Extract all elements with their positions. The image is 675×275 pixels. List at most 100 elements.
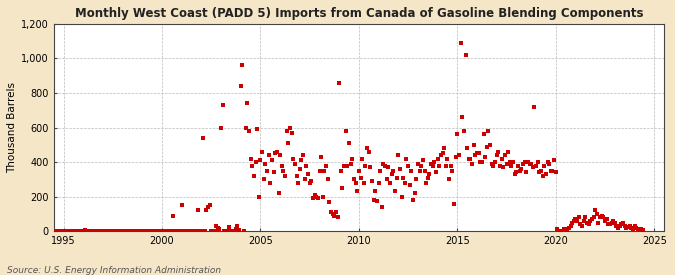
Point [89,229,100,233]
Point [152,229,163,233]
Point [383,165,394,169]
Point [245,156,256,161]
Point [393,153,404,157]
Point [290,162,300,166]
Point [468,143,479,147]
Y-axis label: Thousand Barrels: Thousand Barrels [7,82,17,173]
Point [91,229,102,233]
Point [564,226,574,230]
Point [314,169,325,173]
Point [30,229,41,233]
Point [503,150,514,154]
Point [414,169,425,173]
Point [491,153,502,157]
Point [283,141,294,145]
Point [367,179,377,183]
Point [213,226,223,230]
Point [446,163,456,168]
Point [248,174,259,178]
Point [263,153,274,157]
Point [628,227,639,232]
Point [527,165,538,169]
Point [214,227,225,232]
Point [493,150,504,154]
Point [60,229,71,233]
Point [267,158,277,163]
Point [196,229,207,233]
Point [57,229,68,233]
Point [565,224,576,228]
Point [583,222,594,227]
Point [404,182,415,187]
Point [334,80,345,85]
Point [49,229,59,233]
Point [411,177,422,182]
Point [464,156,475,161]
Point [181,229,192,233]
Point [103,229,113,233]
Point [28,229,39,233]
Point [80,228,90,232]
Point [268,170,279,175]
Point [24,229,34,233]
Point [34,229,45,233]
Point [472,151,483,156]
Point [475,160,486,164]
Point [247,163,258,168]
Point [92,229,103,233]
Point [346,162,356,166]
Point [429,160,439,164]
Point [88,229,99,233]
Point [171,229,182,233]
Point [122,229,133,233]
Point [483,129,494,133]
Point [347,156,358,161]
Point [373,181,384,185]
Text: Source: U.S. Energy Information Administration: Source: U.S. Energy Information Administ… [7,266,221,275]
Point [524,162,535,166]
Point [371,199,382,203]
Point [478,132,489,137]
Point [568,219,579,223]
Point [96,229,107,233]
Point [434,163,445,168]
Point [400,181,410,185]
Point [140,229,151,233]
Point [32,229,43,233]
Point [211,224,221,228]
Point [340,129,351,133]
Point [299,177,310,182]
Point [205,203,215,207]
Point [417,158,428,163]
Point [207,229,218,233]
Point [255,158,266,163]
Point [230,227,241,232]
Point [216,125,227,130]
Point [194,229,205,233]
Point [535,169,546,173]
Point [473,151,484,156]
Point [403,163,414,168]
Point [369,198,379,202]
Point [441,163,452,168]
Point [192,208,203,213]
Point [477,160,487,164]
Point [605,222,616,227]
Point [260,162,271,166]
Point [409,191,420,196]
Point [591,212,602,216]
Point [309,193,320,197]
Point [178,229,189,233]
Point [45,229,56,233]
Point [575,222,586,227]
Point [173,229,184,233]
Point [460,53,471,57]
Point [622,225,633,229]
Point [587,217,597,221]
Point [567,220,578,225]
Point [114,229,125,233]
Point [271,150,282,154]
Point [237,63,248,68]
Point [394,167,405,171]
Point [81,229,92,233]
